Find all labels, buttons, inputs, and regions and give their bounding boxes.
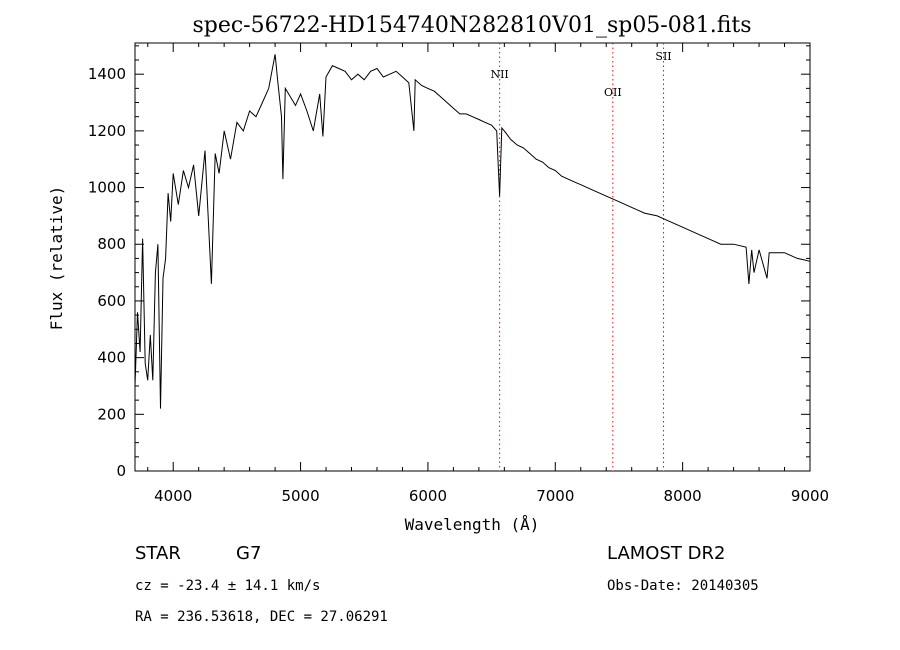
chart-title: spec-56722-HD154740N282810V01_sp05-081.f… (192, 13, 751, 38)
x-tick-label: 6000 (409, 487, 447, 505)
y-tick-label: 1000 (88, 179, 126, 197)
emission-line-label: NII (490, 68, 508, 81)
y-tick-label: 0 (116, 462, 126, 480)
plot-area: NII OII SII (134, 42, 811, 472)
emission-line-markers: NII OII SII (490, 43, 672, 471)
x-tick-label: 9000 (791, 487, 829, 505)
x-axis-label: Wavelength (Å) (405, 515, 540, 534)
y-tick-label: 400 (97, 349, 126, 367)
survey-name: LAMOST DR2 (607, 543, 725, 564)
y-axis: 0 200 400 600 800 1000 1200 1400 (88, 45, 810, 480)
x-tick-label: 7000 (536, 487, 574, 505)
y-tick-label: 600 (97, 292, 126, 310)
plot-frame (134, 42, 811, 472)
coordinates-text: RA = 236.53618, DEC = 27.06291 (135, 609, 388, 625)
emission-line-label: OII (604, 86, 622, 99)
y-tick-label: 800 (97, 235, 126, 253)
x-tick-label: 8000 (664, 487, 702, 505)
redshift-text: cz = -23.4 ± 14.1 km/s (135, 578, 320, 594)
x-tick-label: 5000 (281, 487, 319, 505)
emission-line-label: SII (655, 50, 671, 63)
object-subclass: G7 (236, 543, 261, 564)
y-tick-label: 200 (97, 405, 126, 423)
x-axis: 4000 5000 6000 7000 8000 9000 (147, 43, 829, 505)
obs-date-text: Obs-Date: 20140305 (607, 578, 759, 594)
x-tick-label: 4000 (154, 487, 192, 505)
object-class: STAR (135, 543, 181, 564)
y-axis-label: Flux (relative) (47, 186, 66, 331)
spectrum-line (134, 54, 811, 409)
y-tick-label: 1200 (88, 122, 126, 140)
y-tick-label: 1400 (88, 65, 126, 83)
